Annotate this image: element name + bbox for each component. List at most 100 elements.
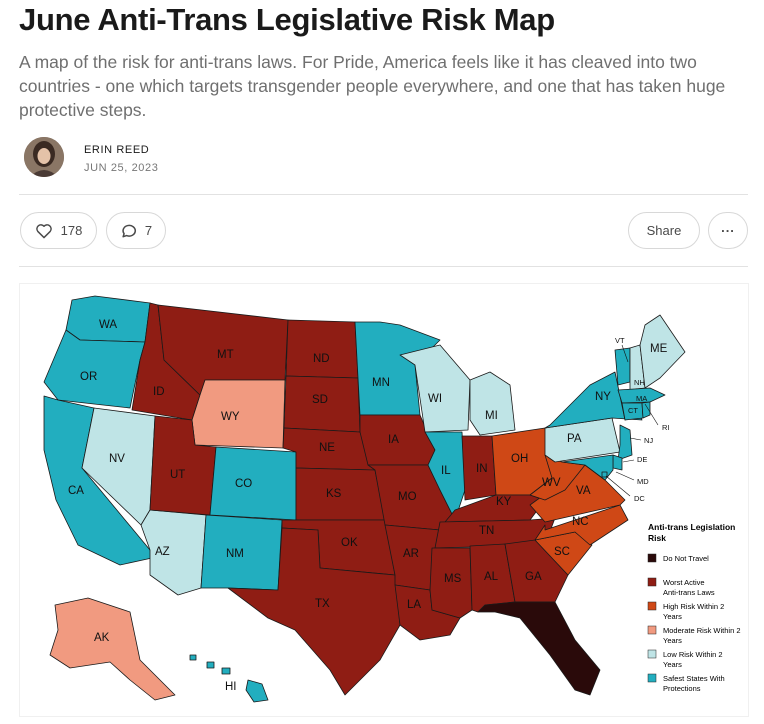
label-AL: AL <box>484 571 499 583</box>
us-risk-map: WA OR CA NV AZ ID MT WY UT CO NM ND SD N… <box>43 295 741 703</box>
label-OK: OK <box>341 537 358 549</box>
label-MS: MS <box>444 573 462 585</box>
more-options-button[interactable]: ... <box>708 212 748 249</box>
label-OH: OH <box>511 453 528 465</box>
label-TN: TN <box>479 525 494 537</box>
comment-icon <box>122 224 136 237</box>
label-GA: GA <box>525 571 542 583</box>
legend-label-worst: Worst Active Anti-trans Laws <box>663 578 715 597</box>
legend-label-high: High Risk Within 2 Years <box>663 602 724 621</box>
label-MD: MD <box>637 477 649 486</box>
label-LA: LA <box>407 599 421 611</box>
label-IA: IA <box>388 434 399 446</box>
divider <box>19 266 748 267</box>
legend-swatch-safest <box>647 673 657 683</box>
label-DC: DC <box>634 494 645 503</box>
state-CO <box>209 446 297 521</box>
label-KY: KY <box>496 496 512 508</box>
state-GA <box>504 539 569 603</box>
state-VT <box>614 347 631 386</box>
label-ID: ID <box>153 386 165 398</box>
label-DE: DE <box>637 455 647 464</box>
divider <box>19 194 748 195</box>
label-CO: CO <box>235 478 252 490</box>
comment-count: 7 <box>144 223 153 238</box>
like-button[interactable]: 178 <box>20 212 97 249</box>
label-NC: NC <box>572 516 589 528</box>
label-WY: WY <box>221 411 240 423</box>
share-label: Share <box>646 223 682 238</box>
state-HI <box>189 654 269 703</box>
label-NE: NE <box>319 442 335 454</box>
state-MI <box>469 371 516 436</box>
map-legend: Anti-trans Legislation Risk Do Not Travel… <box>647 522 741 693</box>
label-IL: IL <box>441 465 451 477</box>
author-name[interactable]: ERIN REED <box>84 144 150 156</box>
label-IN: IN <box>476 463 488 475</box>
label-NV: NV <box>109 453 125 465</box>
legend-swatch-do_not_travel <box>647 553 657 563</box>
state-RI <box>641 401 651 419</box>
publish-date: JUN 25, 2023 <box>84 162 159 174</box>
state-MA <box>617 387 666 404</box>
label-HI: HI <box>225 681 237 693</box>
state-FL <box>477 601 601 696</box>
state-NC <box>534 504 629 546</box>
label-SC: SC <box>554 546 570 558</box>
label-NM: NM <box>226 548 244 560</box>
legend-label-low: Low Risk Within 2 Years <box>663 650 723 669</box>
risk-map-image[interactable]: WA OR CA NV AZ ID MT WY UT CO NM ND SD N… <box>20 284 748 716</box>
label-AR: AR <box>403 548 419 560</box>
legend-swatch-moderate <box>647 625 657 635</box>
label-VA: VA <box>576 485 591 497</box>
state-TX <box>227 527 401 696</box>
label-ME: ME <box>650 343 668 355</box>
label-MO: MO <box>398 491 417 503</box>
label-PA: PA <box>567 433 582 445</box>
comment-button[interactable]: 7 <box>106 212 166 249</box>
label-CT: CT <box>628 406 638 415</box>
state-WI <box>399 344 471 433</box>
label-OR: OR <box>80 371 97 383</box>
legend-label-safest: Safest States With Protections <box>663 674 725 693</box>
label-VT: VT <box>615 336 625 345</box>
state-DE <box>612 454 623 471</box>
heart-icon <box>35 223 52 238</box>
label-CA: CA <box>68 485 84 497</box>
state-ND <box>285 319 359 379</box>
like-count: 178 <box>60 223 83 238</box>
label-MA: MA <box>636 394 647 403</box>
label-RI: RI <box>662 423 670 432</box>
legend-swatch-low <box>647 649 657 659</box>
state-MD <box>561 454 614 481</box>
state-AK <box>49 597 176 701</box>
author-avatar[interactable] <box>24 137 64 177</box>
state-OR <box>43 329 146 409</box>
label-TX: TX <box>315 598 330 610</box>
label-NH: NH <box>634 378 645 387</box>
label-AK: AK <box>94 632 110 644</box>
share-button[interactable]: Share <box>628 212 700 249</box>
post-title: June Anti-Trans Legislative Risk Map <box>19 2 555 37</box>
state-NJ <box>617 424 633 461</box>
label-WA: WA <box>99 319 117 331</box>
label-UT: UT <box>170 469 185 481</box>
label-MI: MI <box>485 410 498 422</box>
label-NJ: NJ <box>644 436 653 445</box>
label-ND: ND <box>313 353 330 365</box>
label-WI: WI <box>428 393 442 405</box>
label-WV: WV <box>542 477 561 489</box>
legend-swatch-worst <box>647 577 657 587</box>
label-AZ: AZ <box>155 546 170 558</box>
label-SD: SD <box>312 394 328 406</box>
more-icon: ... <box>721 220 735 235</box>
legend-label-moderate: Moderate Risk Within 2 Years <box>663 626 741 645</box>
label-MN: MN <box>372 377 390 389</box>
label-KS: KS <box>326 488 342 500</box>
legend-swatch-high <box>647 601 657 611</box>
legend-title: Anti-trans Legislation Risk <box>648 522 735 543</box>
post-subtitle: A map of the risk for anti-trans laws. F… <box>19 52 726 120</box>
label-MT: MT <box>217 349 234 361</box>
state-AZ <box>140 509 207 596</box>
legend-label-do_not_travel: Do Not Travel <box>663 554 709 563</box>
